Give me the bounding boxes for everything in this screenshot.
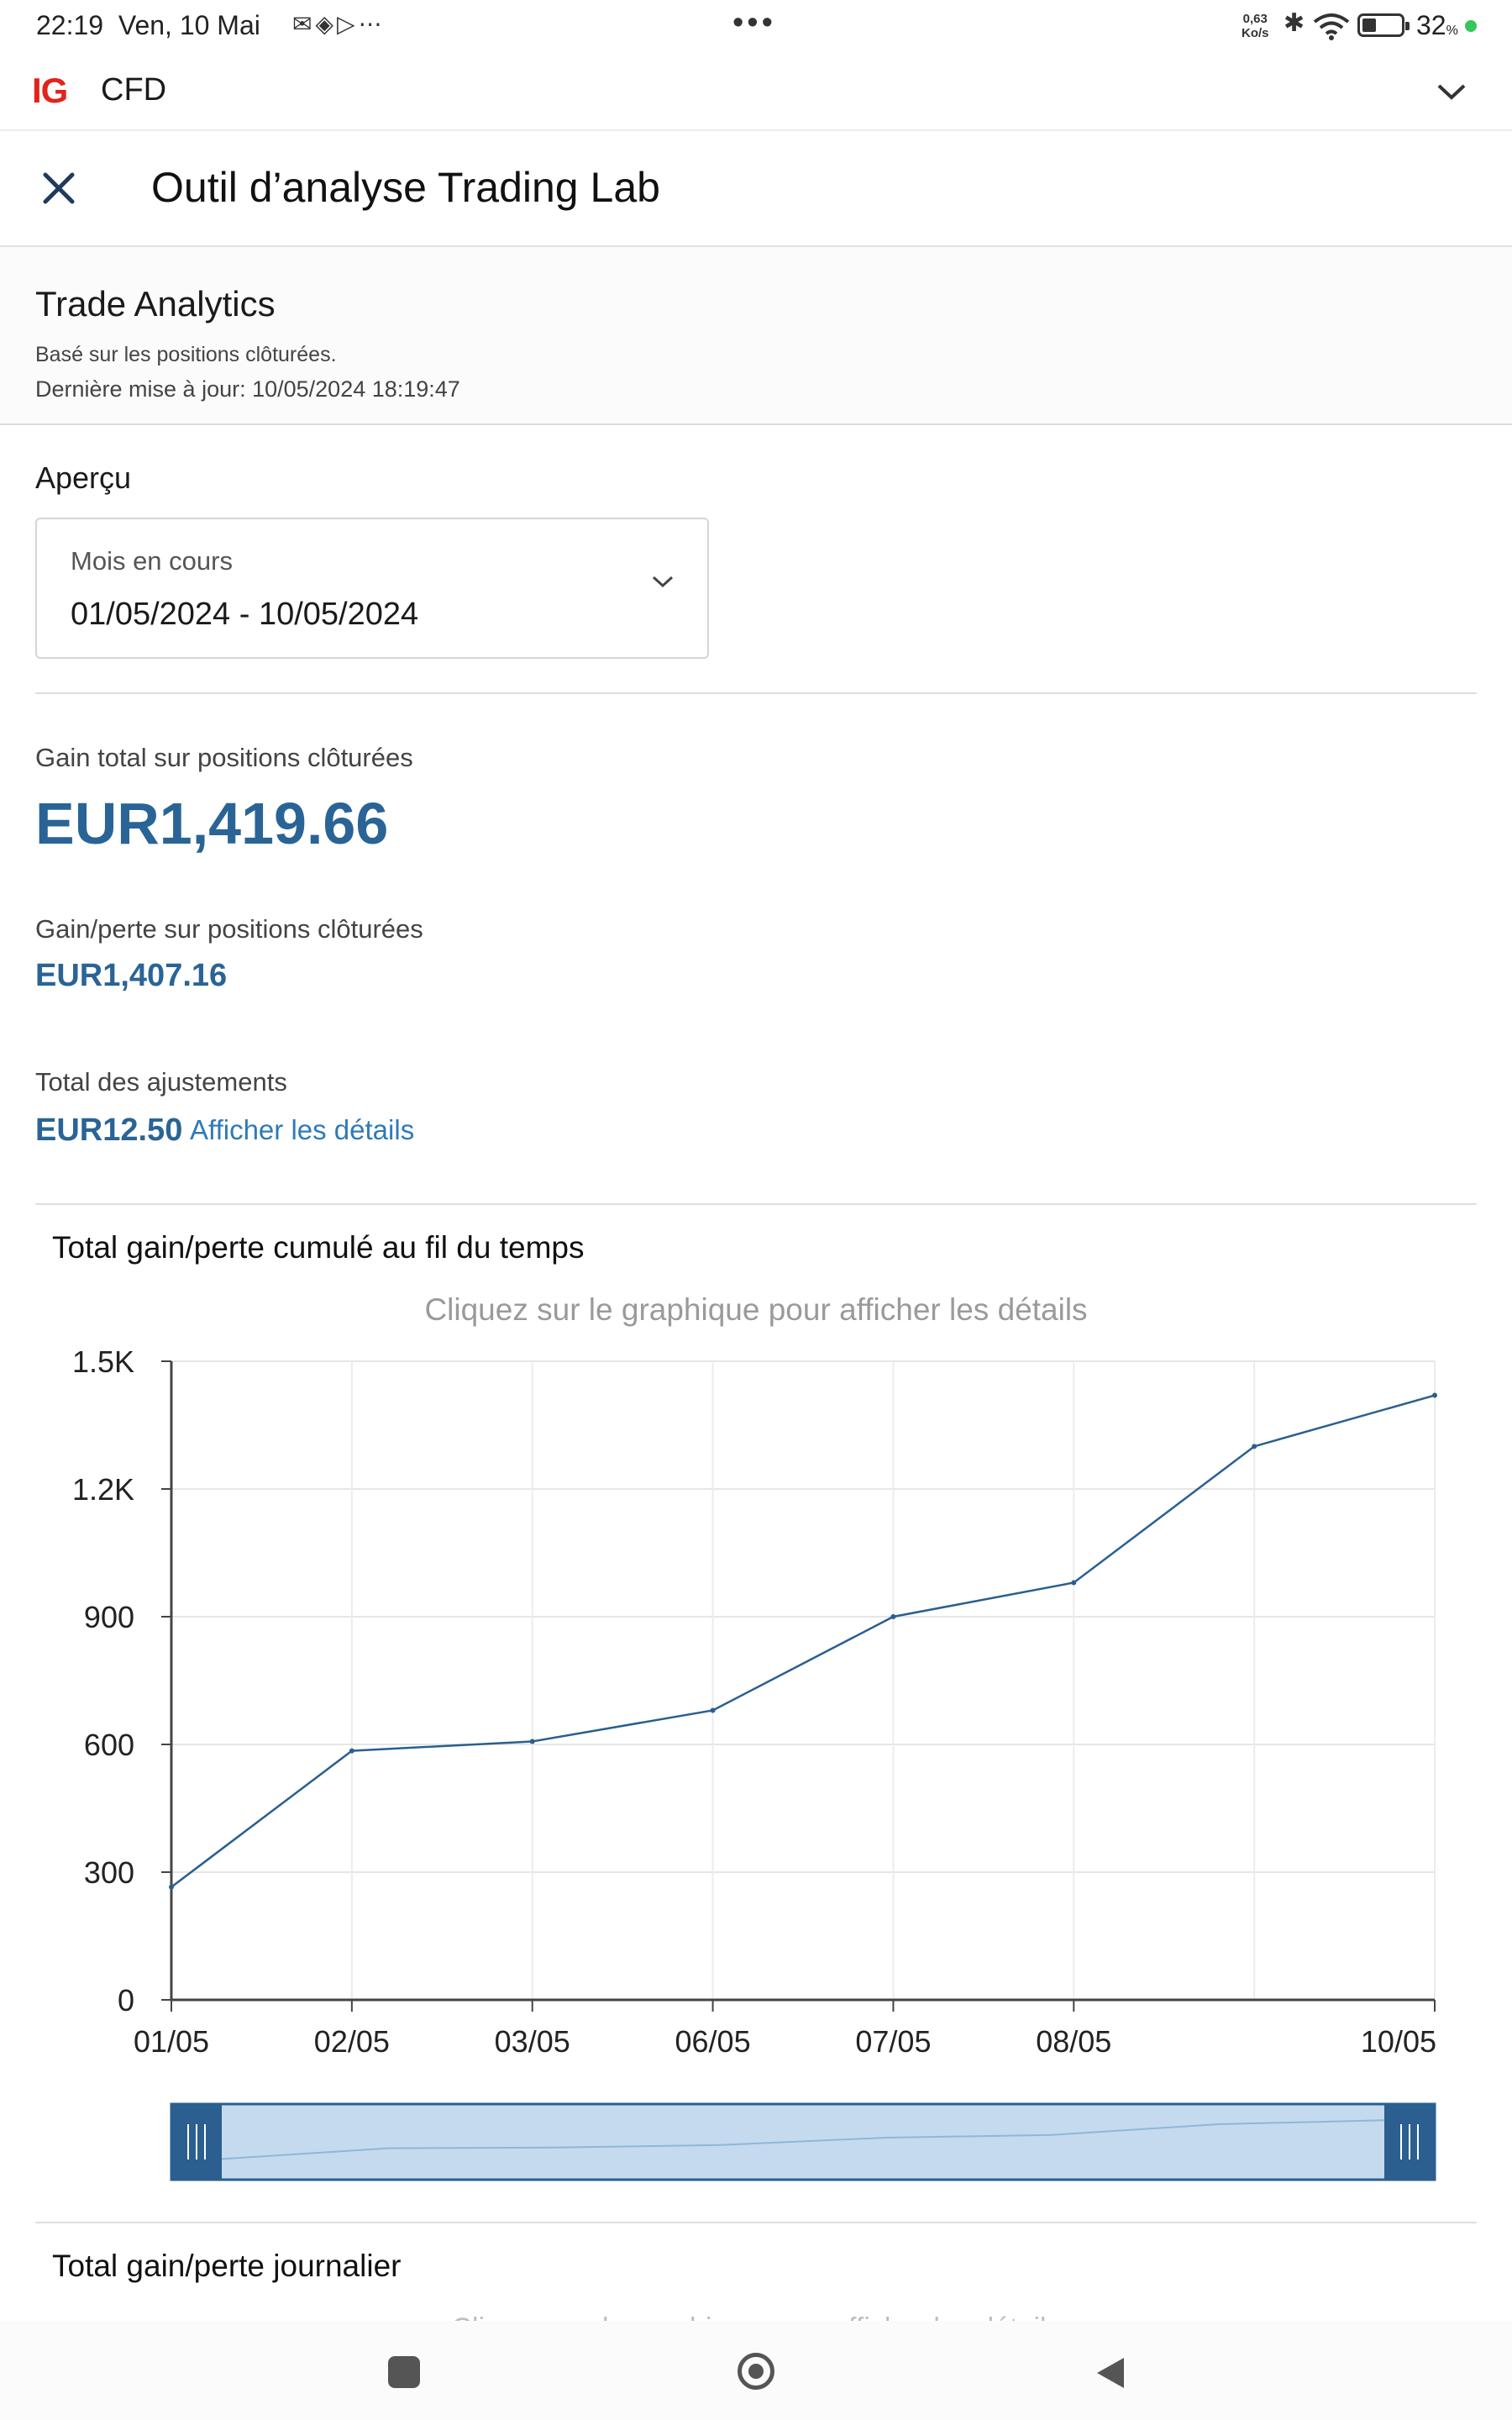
bluetooth-icon: ✱ [1284,9,1305,37]
divider [35,692,1477,694]
x-tick-label: 01/05 [134,2024,209,2059]
total-gain-value: EUR1,419.66 [35,791,389,856]
battery-icon [1357,13,1410,37]
x-tick-label: 03/05 [495,2024,570,2059]
data-point [1432,1392,1437,1398]
status-time: 22:19 Ven, 10 Mai [36,10,260,41]
notification-icons: ✉◈▷⋯ [292,10,386,38]
range-selector-preview-line [221,2119,1385,2160]
app-bar: IG CFD [0,55,1512,131]
daily-chart-hint-cropped: Cliquez sur le graphique pour afficher l… [403,2312,1109,2321]
pnl-label: Gain/perte sur positions clôturées [35,914,423,944]
data-point [169,1884,174,1890]
status-date: Ven, 10 Mai [118,10,260,40]
analytics-subtitle: Basé sur les positions clôturées. [35,343,337,366]
y-tick-label: 900 [84,1600,134,1634]
pnl-value: EUR1,407.16 [35,958,228,993]
x-tick-label: 10/05 [1361,2024,1436,2059]
cumulative-series-line [171,1394,1436,1888]
recents-square-icon[interactable] [388,2356,420,2388]
x-tick-label: 07/05 [855,2024,931,2059]
y-tick-label: 300 [84,1855,134,1890]
data-point [1071,1580,1077,1586]
y-tick-label: 0 [118,1983,134,2018]
x-tick-label: 06/05 [675,2024,751,2059]
analytics-header [0,247,1512,425]
y-tick-label: 600 [84,1728,134,1762]
ig-logo: IG [32,71,68,110]
data-point [890,1614,896,1619]
cumulative-line-chart[interactable]: 0 300 600 900 1.2K 1.5K 01/05 02/05 03/05 06/05 07… [0,1328,1512,2185]
play-store-icon: ▷ [337,11,359,37]
clock: 22:19 [36,10,104,40]
page-title: Outil d’analyse Trading Lab [151,164,660,211]
back-triangle-icon[interactable] [1094,2354,1127,2391]
data-point [710,1707,716,1713]
period-label: Mois en cours [71,546,233,576]
x-tick-label: 02/05 [314,2024,390,2059]
data-point [349,1748,354,1754]
period-select[interactable]: Mois en cours 01/05/2024 - 10/05/2024 [35,518,709,659]
wifi-icon [1313,13,1350,40]
chevron-down-icon[interactable] [1435,79,1468,104]
more-notifications-icon: ⋯ [358,11,386,37]
show-details-link[interactable]: Afficher les détails [190,1114,415,1145]
mail-notification-icon: ✉ [292,11,316,37]
cumulative-chart-title: Total gain/perte cumulé au fil du temps [52,1230,585,1265]
y-tick-label: 1.5K [72,1344,134,1379]
close-icon[interactable] [39,168,79,208]
range-selector[interactable] [170,2102,1436,2181]
net-speed-value: 0,63 [1242,12,1268,26]
adjustments-label: Total des ajustements [35,1067,287,1097]
daily-chart-title: Total gain/perte journalier [52,2249,402,2283]
data-point [529,1739,535,1744]
analytics-title: Trade Analytics [35,284,276,324]
period-value: 01/05/2024 - 10/05/2024 [71,597,419,632]
total-gain-label: Gain total sur positions clôturées [35,743,413,772]
status-bar: 22:19 Ven, 10 Mai ✉◈▷⋯ ••• 0,63 Ko/s ✱ 3… [0,0,1512,55]
title-bar: Outil d’analyse Trading Lab [0,131,1512,247]
network-speed: 0,63 Ko/s [1242,12,1269,40]
adjustments-value: EUR12.50 [35,1113,183,1148]
last-update: Dernière mise à jour: 10/05/2024 18:19:4… [35,376,460,402]
home-circle-icon[interactable] [738,2353,774,2390]
more-dots-icon: ••• [732,5,776,40]
battery-percent: 32% [1416,10,1458,41]
charging-dot-icon [1465,20,1477,32]
chart-hint[interactable]: Cliquez sur le graphique pour afficher l… [424,1292,1088,1327]
net-speed-unit: Ko/s [1242,26,1269,40]
chevron-down-icon [652,576,674,588]
binance-icon: ◈ [315,11,338,37]
data-point [1252,1444,1257,1449]
y-tick-label: 1.2K [72,1472,134,1507]
divider [35,2222,1477,2223]
divider [35,1203,1477,1205]
battery-unit: % [1446,24,1458,38]
battery-value: 32 [1416,10,1446,40]
overview-heading: Aperçu [35,460,132,495]
account-type-label: CFD [101,72,167,108]
x-tick-label: 08/05 [1036,2024,1111,2059]
